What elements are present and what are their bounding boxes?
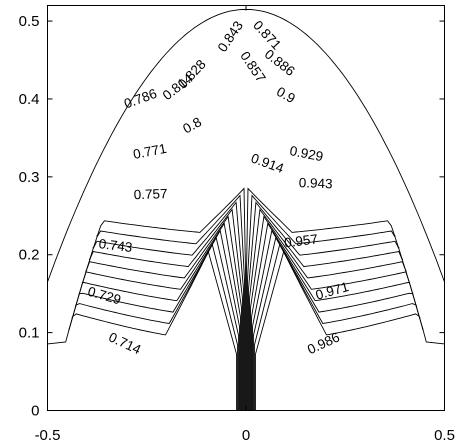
contour-label-0.914: 0.914 (249, 150, 286, 176)
contour-label-0.9: 0.9 (274, 84, 298, 106)
contour-line-0.828 (92, 194, 245, 411)
y-tick-label-1: 0.1 (19, 325, 40, 342)
contour-label-0.943: 0.943 (298, 175, 332, 191)
contour-labels: 0.7140.7290.7430.7570.7710.7860.80.8140.… (86, 18, 350, 358)
contour-label-0.729: 0.729 (86, 284, 123, 308)
contour-label-0.843: 0.843 (215, 18, 246, 54)
contour-line-0.743 (71, 236, 240, 411)
contour-line-0.943 (252, 229, 417, 411)
contour-line-0.843 (96, 187, 246, 411)
y-tick-label-3: 0.3 (19, 169, 40, 186)
y-tick-label-0: 0 (31, 403, 39, 420)
contour-label-0.757: 0.757 (133, 186, 167, 202)
contour-line-0.714 (47, 250, 238, 411)
contour-line-0.729 (68, 243, 239, 411)
x-tick-label-0: -0.5 (35, 427, 61, 444)
x-tick-label-1: 0 (242, 427, 250, 444)
contour-line-0.8 (85, 208, 243, 411)
contour-line-0.971 (253, 243, 424, 411)
y-tick-label-4: 0.4 (19, 91, 40, 108)
axis-ticks: -0.5 0 0.5 0 0.1 0.2 0.3 0.4 0.5 (19, 5, 455, 444)
contour-label-0.957: 0.957 (283, 231, 318, 250)
contour-label-0.986: 0.986 (305, 329, 342, 357)
contour-line-0.757 (75, 229, 240, 411)
contour-label-0.771: 0.771 (132, 141, 168, 162)
x-tick-label-2: 0.5 (434, 427, 455, 444)
contour-label-0.8: 0.8 (180, 114, 204, 136)
contour-line-0.871 (247, 194, 400, 411)
contour-line-0.814 (89, 201, 244, 411)
contour-label-0.828: 0.828 (175, 57, 209, 92)
contour-label-0.871: 0.871 (250, 18, 284, 53)
contour-line-0.857 (246, 187, 396, 411)
contour-line-0.986 (254, 250, 445, 411)
contour-line-0.786 (81, 215, 242, 411)
contour-line-0.9 (249, 208, 407, 411)
contour-line-0.914 (250, 215, 411, 411)
contour-line-0.771 (78, 222, 241, 411)
contour-line-0.929 (251, 222, 414, 411)
contour-label-0.714: 0.714 (106, 329, 143, 357)
contour-label-0.971: 0.971 (314, 279, 351, 303)
contour-label-0.929: 0.929 (288, 143, 324, 164)
contour-line-0.957 (252, 236, 421, 411)
y-tick-label-2: 0.2 (19, 247, 40, 264)
contour-label-0.743: 0.743 (98, 236, 133, 255)
y-tick-label-5: 0.5 (19, 13, 40, 30)
contour-line-0.886 (248, 201, 403, 411)
contour-label-0.786: 0.786 (122, 86, 159, 112)
